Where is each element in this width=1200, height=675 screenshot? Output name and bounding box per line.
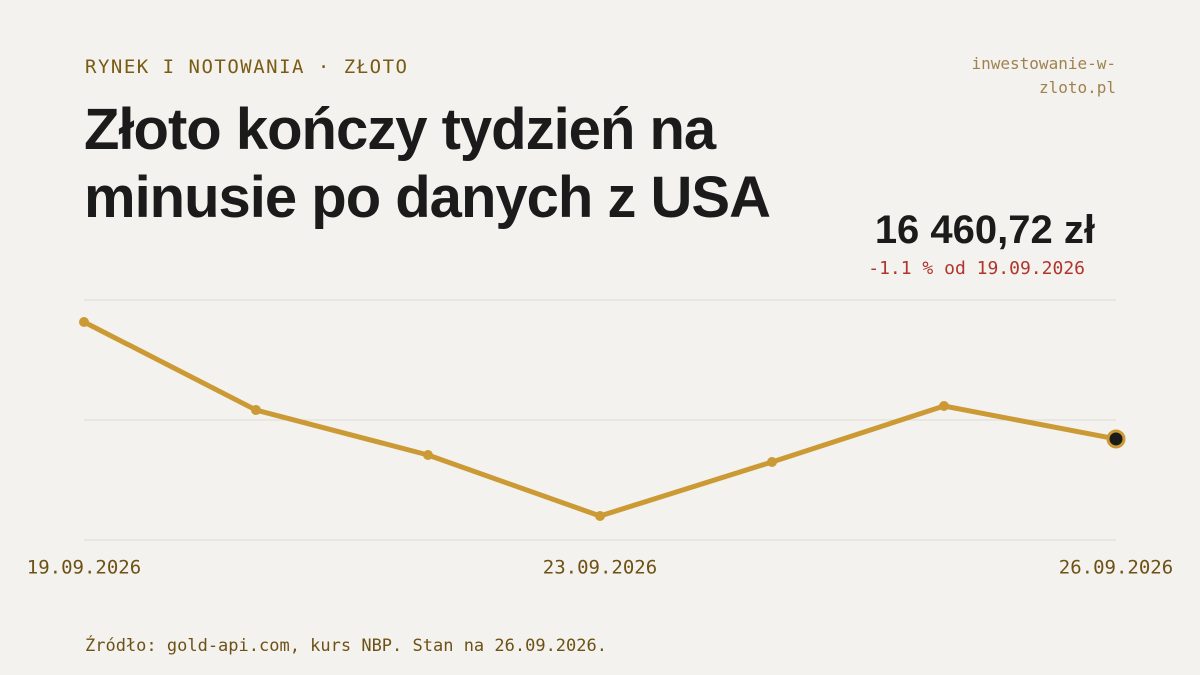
point	[251, 405, 261, 416]
point	[79, 316, 89, 327]
point	[595, 510, 605, 521]
kicker: RYNEK I NOTOWANIA · ZŁOTO	[85, 56, 409, 78]
change-label: -1.1 % od 19.09.2026	[868, 258, 1085, 279]
line	[82, 319, 1117, 519]
x-tick-label: 26.09.2026	[1059, 557, 1173, 579]
site-name: inwestowanie-w-zloto.pl	[971, 54, 1117, 97]
x-tick-label: 19.09.2026	[27, 557, 141, 579]
last-point	[1106, 429, 1126, 449]
point	[939, 401, 949, 412]
source-note: Źródło: gold-api.com, kurs NBP. Stan na …	[85, 636, 607, 656]
price-label: 16 460,72 zł	[874, 208, 1095, 252]
chart-title: Złoto kończy tydzień na minusie po danyc…	[84, 97, 771, 230]
x-tick-label: 23.09.2026	[543, 557, 657, 579]
point	[767, 456, 777, 467]
point	[423, 450, 433, 461]
